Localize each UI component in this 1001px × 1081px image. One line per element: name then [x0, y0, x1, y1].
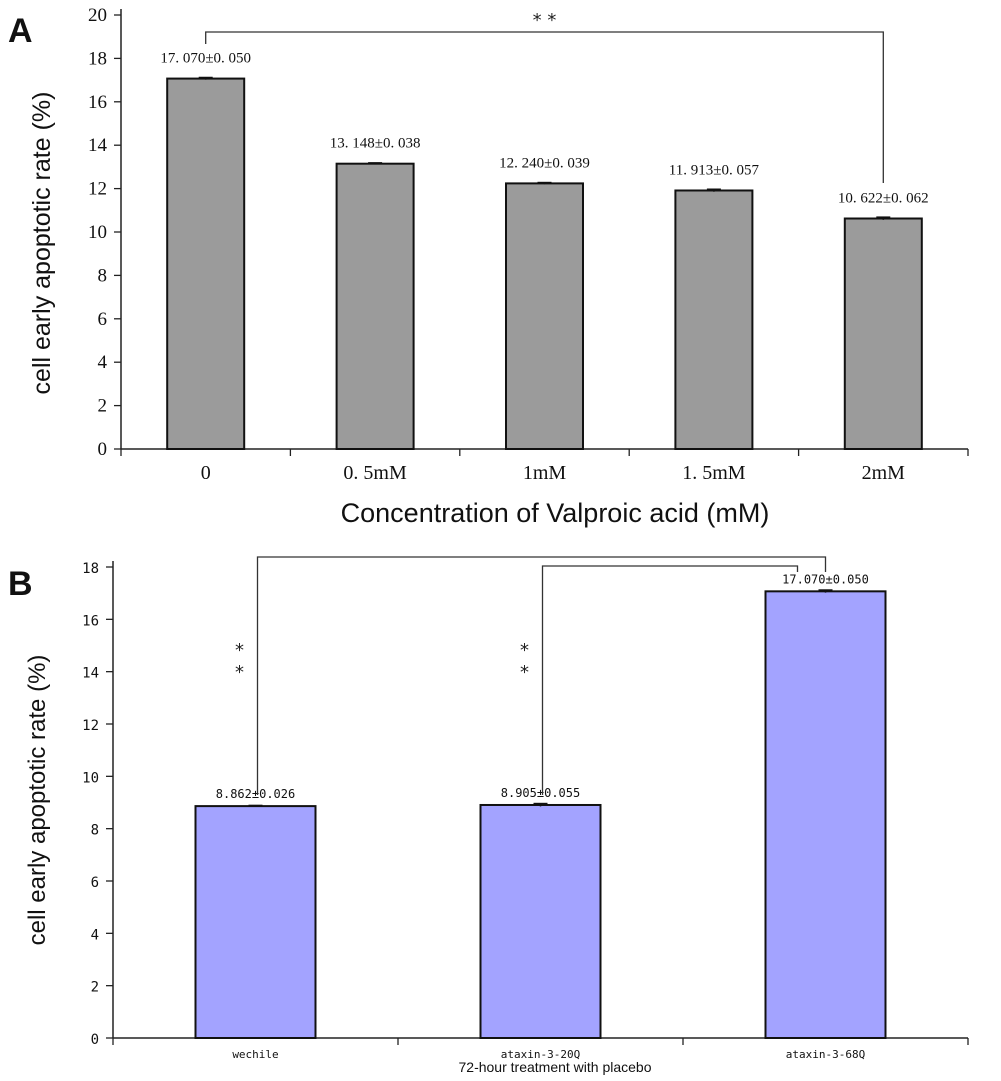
y-tick-label-b: 8: [91, 823, 99, 839]
x-axis-label-a: Concentration of Valproic acid (mM): [341, 498, 770, 528]
y-tick-label-b: 2: [91, 980, 99, 996]
panel-a: A cell early apoptotic rate (%) Concentr…: [8, 5, 969, 528]
bar-b: [194, 805, 317, 1040]
significance-bracket-b: [541, 565, 799, 795]
bar-a: [505, 182, 584, 450]
significance-label-line-b: *: [235, 640, 244, 661]
y-tick-label-a: 4: [98, 352, 108, 373]
significance-label-a: * *: [533, 10, 557, 31]
significance-bracket-b: [256, 556, 827, 795]
bar-a: [843, 217, 923, 450]
y-tick-label-a: 12: [88, 179, 107, 200]
category-label-b: wechile: [232, 1048, 278, 1061]
bar-b: [764, 590, 887, 1040]
category-label-a: 1mM: [523, 462, 567, 484]
significance-label-b: * *: [520, 640, 529, 683]
category-label-a: 1. 5mM: [682, 462, 746, 484]
bar-a: [335, 162, 415, 451]
y-tick-label-a: 0: [98, 439, 108, 460]
category-label-a: 0: [201, 462, 211, 484]
y-tick-label-a: 14: [88, 135, 108, 156]
data-label-b: 17.070±0.050: [782, 572, 869, 586]
significance-label-line-b: *: [520, 662, 529, 683]
y-tick-label-a: 6: [98, 309, 108, 330]
y-tick-label-b: 14: [82, 666, 99, 682]
data-label-a: 13. 148±0. 038: [330, 136, 421, 152]
y-tick-label-a: 20: [88, 5, 107, 26]
data-label-a: 11. 913±0. 057: [669, 162, 760, 178]
y-tick-label-b: 18: [82, 561, 99, 577]
significance-label-line-b: *: [520, 640, 529, 661]
panel-letter-b: B: [8, 565, 33, 603]
y-tick-label-a: 10: [88, 222, 107, 243]
y-tick-label-b: 16: [82, 613, 99, 629]
y-tick-label-b: 10: [82, 770, 99, 786]
x-axis-label-b: 72-hour treatment with placebo: [459, 1059, 652, 1075]
y-axis-label-b: cell early apoptotic rate (%): [24, 655, 51, 946]
y-tick-label-b: 0: [91, 1032, 99, 1048]
significance-label-line-b: *: [235, 662, 244, 683]
y-tick-label-b: 12: [82, 718, 99, 734]
y-tick-label-a: 2: [98, 396, 108, 417]
category-label-b: ataxin-3-20Q: [501, 1048, 580, 1061]
data-label-b: 8.905±0.055: [501, 786, 580, 800]
data-label-a: 17. 070±0. 050: [160, 51, 251, 67]
y-axis-label-a: cell early apoptotic rate (%): [28, 92, 56, 395]
y-tick-label-b: 6: [91, 875, 99, 891]
bar-a: [674, 189, 754, 450]
significance-bracket-a: [205, 31, 884, 183]
y-tick-label-a: 8: [98, 265, 108, 286]
category-label-b: ataxin-3-68Q: [786, 1048, 865, 1061]
category-label-a: 0. 5mM: [343, 462, 407, 484]
significance-label-b: * *: [235, 640, 244, 683]
panel-b: B cell early apoptotic rate (%) 72-hour …: [8, 556, 969, 1075]
y-tick-label-a: 16: [88, 92, 107, 113]
bar-b: [479, 803, 602, 1039]
category-label-a: 2mM: [862, 462, 906, 484]
bar-a: [166, 77, 246, 451]
data-label-b: 8.862±0.026: [216, 787, 295, 801]
data-label-a: 12. 240±0. 039: [499, 155, 590, 171]
y-tick-label-a: 18: [88, 48, 107, 69]
panel-letter-a: A: [8, 12, 33, 50]
data-label-a: 10. 622±0. 062: [838, 191, 929, 207]
y-tick-label-b: 4: [91, 927, 99, 943]
